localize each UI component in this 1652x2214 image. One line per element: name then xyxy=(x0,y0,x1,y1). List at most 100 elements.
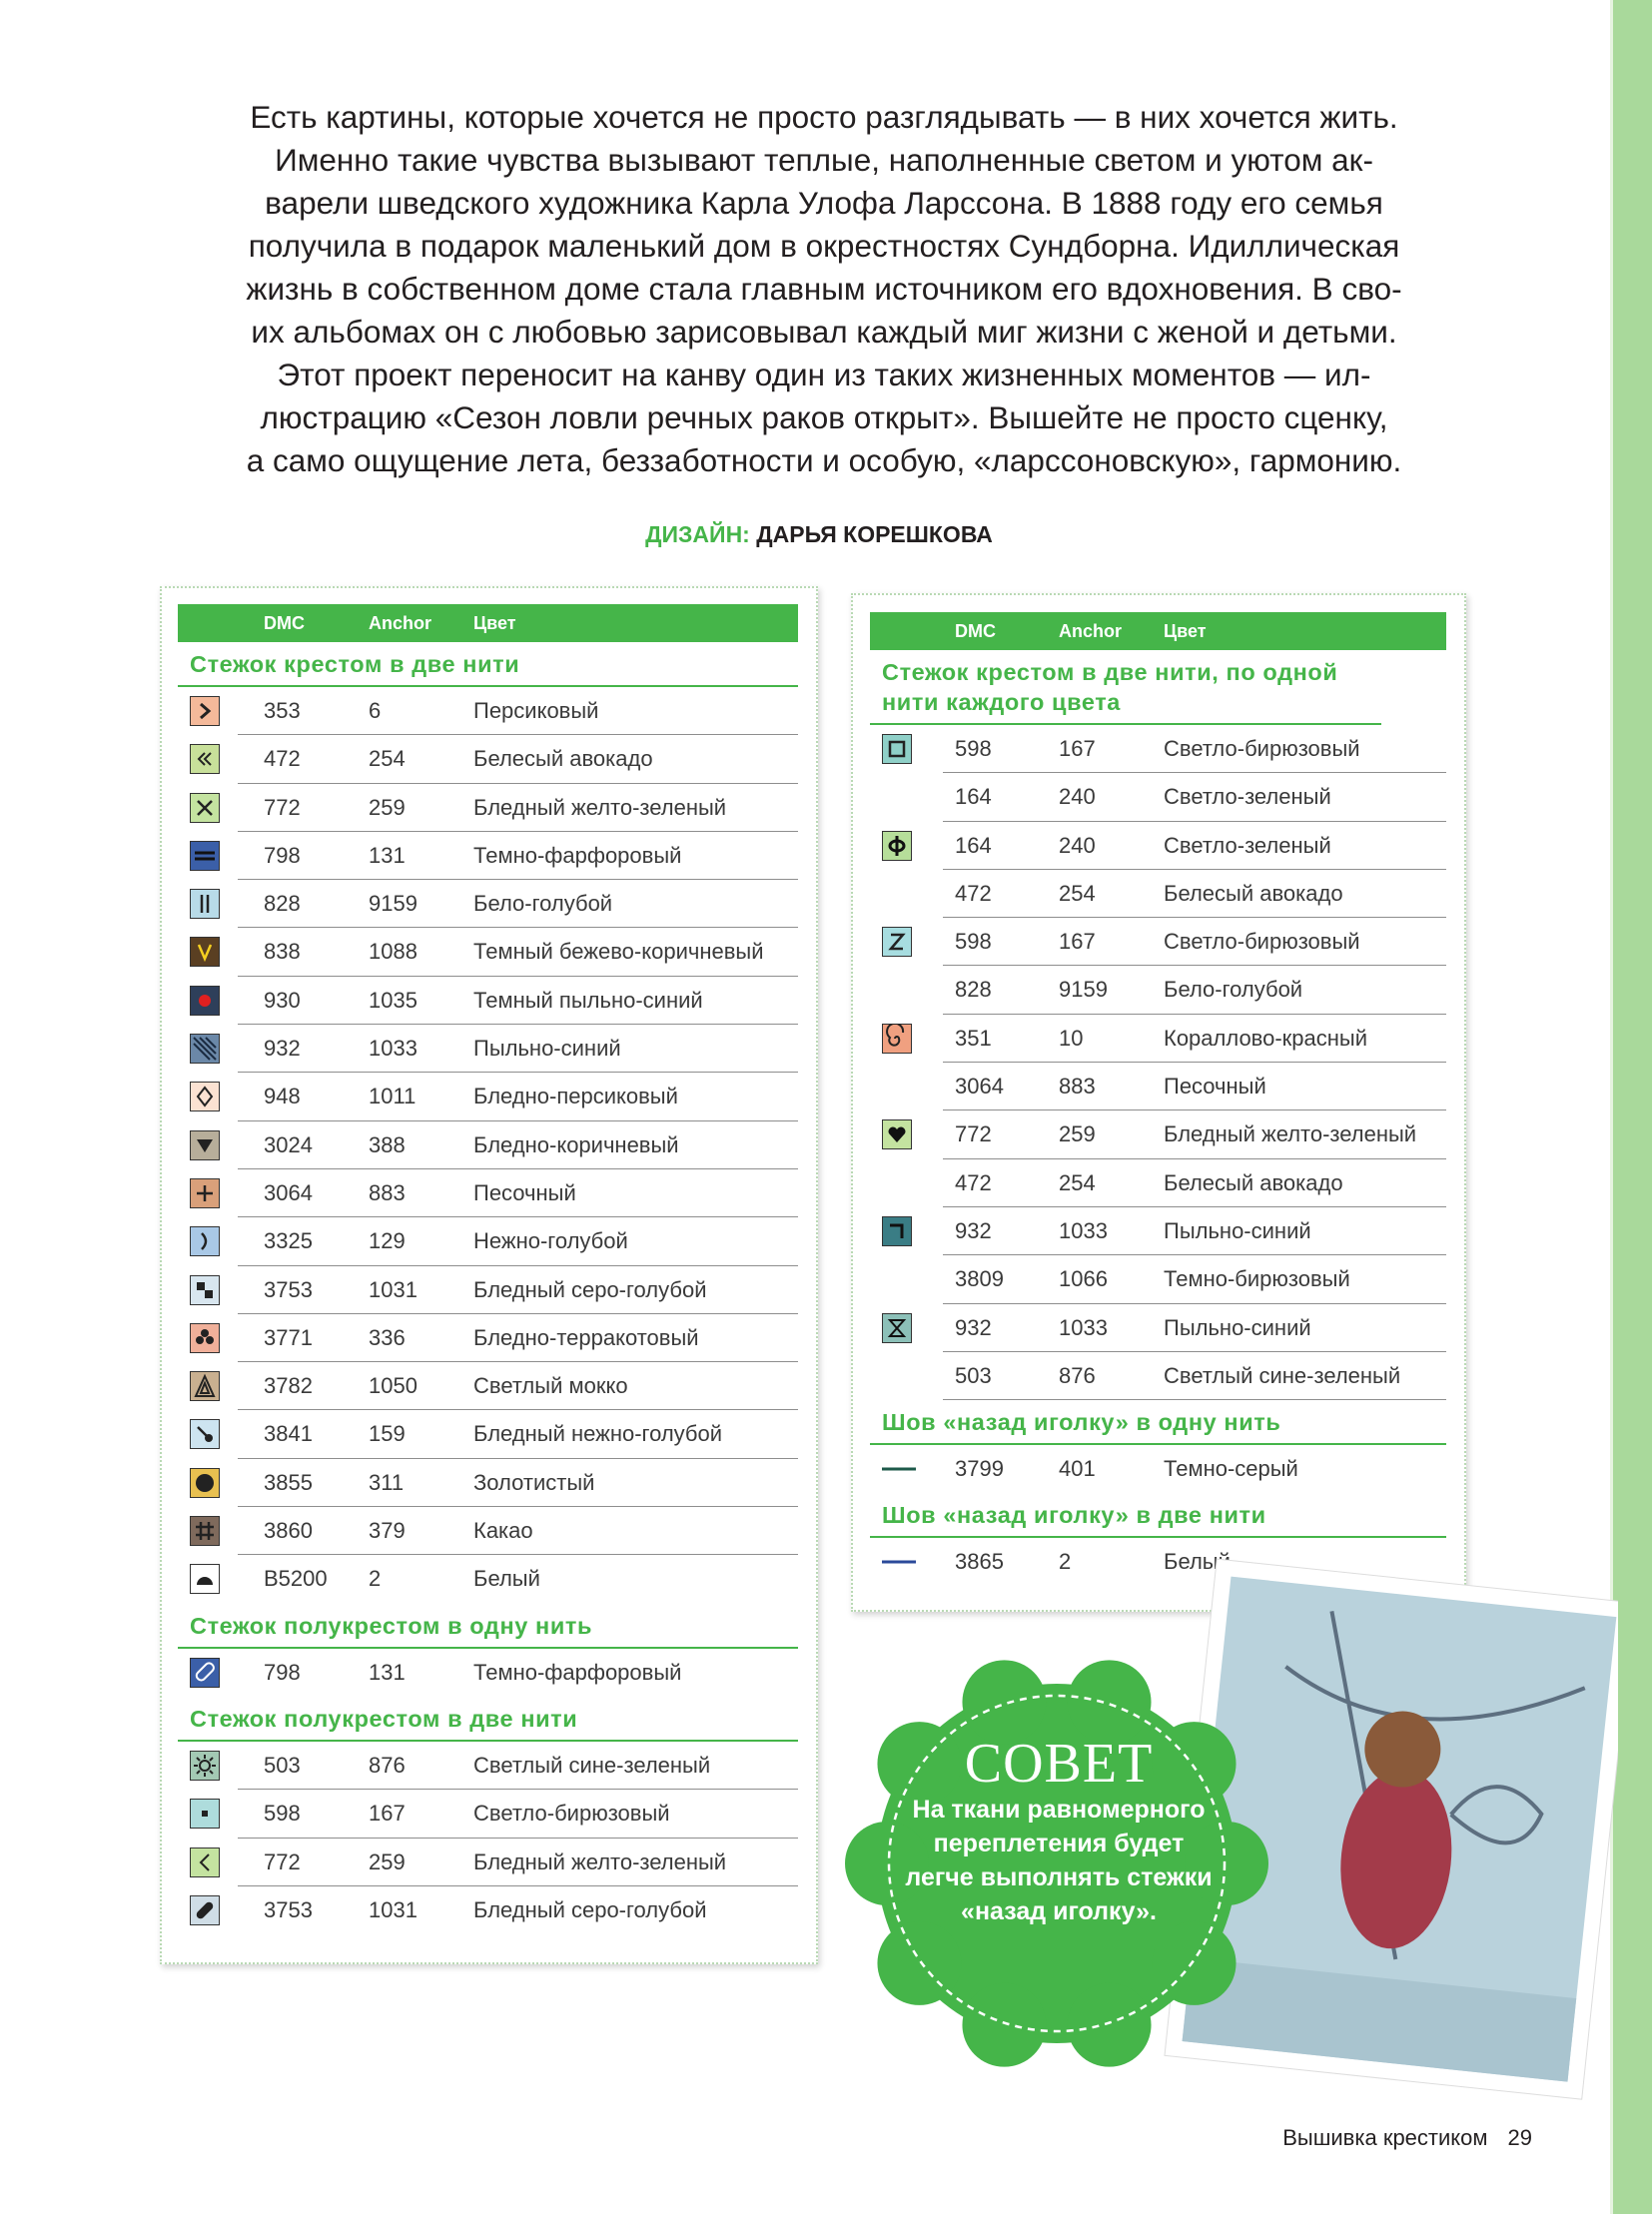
row-rule xyxy=(238,830,798,832)
table-cell: 472 xyxy=(955,880,992,906)
header-cell: Anchor xyxy=(1059,621,1122,641)
table-cell: 828 xyxy=(955,977,992,1003)
row-rule xyxy=(238,1361,798,1363)
table-cell: 883 xyxy=(369,1179,406,1205)
header-cell: DMC xyxy=(264,613,305,633)
row-rule xyxy=(943,820,1446,822)
table-row: 3753 1031 Бледный серо-голубой xyxy=(178,1886,798,1934)
row-rule xyxy=(238,1024,798,1026)
table-cell: 254 xyxy=(1059,1169,1096,1195)
symbol-icon xyxy=(190,985,220,1016)
symbol-icon xyxy=(190,1226,220,1257)
table-row: 3799 401 Темно-серый xyxy=(870,1445,1446,1493)
intro-text: Есть картины, которые хочется не просто … xyxy=(160,96,1488,482)
table-cell: 876 xyxy=(1059,1362,1096,1388)
table-cell: Светло-бирюзовый xyxy=(1164,929,1360,955)
table-cell: 932 xyxy=(264,1036,301,1062)
table-row: 772 259 Бледный желто-зеленый xyxy=(870,1110,1446,1159)
section-title: Шов «назад иголку» в две нити xyxy=(870,1493,1446,1539)
row-rule xyxy=(943,1062,1446,1064)
row-rule xyxy=(238,1409,798,1411)
table-row: 598 167 Светло-бирюзовый xyxy=(178,1790,798,1839)
table-cell: Песочный xyxy=(473,1179,576,1205)
table-cell: 2 xyxy=(369,1566,382,1592)
table-cell: Белесый авокадо xyxy=(1164,880,1343,906)
table-row: 930 1035 Темный пыльно-синий xyxy=(178,977,798,1026)
table-cell: 401 xyxy=(1059,1456,1096,1482)
table-row: 472 254 Белесый авокадо xyxy=(178,735,798,784)
table-cell: 2 xyxy=(1059,1549,1072,1575)
row-rule xyxy=(943,917,1446,919)
row-rule xyxy=(238,1167,798,1169)
symbol-icon xyxy=(882,1215,912,1246)
row-rule xyxy=(238,975,798,977)
table-cell: 772 xyxy=(955,1121,992,1147)
table-row: 598 167 Светло-бирюзовый xyxy=(870,725,1446,774)
row-rule xyxy=(943,1013,1446,1015)
table-cell: 1031 xyxy=(369,1276,417,1302)
table-cell: 876 xyxy=(369,1752,406,1778)
row-rule xyxy=(238,1789,798,1791)
intro-line: Есть картины, которые хочется не просто … xyxy=(250,99,1398,135)
table-cell: 772 xyxy=(264,794,301,820)
table-row: 164 240 Светло-зеленый xyxy=(870,773,1446,822)
row-rule xyxy=(943,1157,1446,1159)
table-cell: Бело-голубой xyxy=(473,891,613,917)
intro-line: жизнь в собственном доме стала главным и… xyxy=(246,271,1402,307)
row-rule xyxy=(238,927,798,929)
table-row: 3841 159 Бледный нежно-голубой xyxy=(178,1410,798,1459)
table-row: 772 259 Бледный желто-зеленый xyxy=(178,784,798,832)
row-rule xyxy=(238,1264,798,1266)
table-cell: 129 xyxy=(369,1228,406,1254)
table-cell: Бледно-персиковый xyxy=(473,1084,678,1109)
table-cell: 828 xyxy=(264,891,301,917)
table-cell: 1033 xyxy=(1059,1217,1108,1243)
table-cell: 883 xyxy=(1059,1074,1096,1100)
table-row: 351 10 Кораллово-красный xyxy=(870,1015,1446,1064)
page-number: 29 xyxy=(1507,2125,1532,2150)
table-row: 828 9159 Бело-голубой xyxy=(870,966,1446,1015)
row-rule xyxy=(238,1457,798,1459)
table-cell: 259 xyxy=(1059,1121,1096,1147)
table-row: 3771 336 Бледно-терракотовый xyxy=(178,1314,798,1363)
table-cell: Кораллово-красный xyxy=(1164,1025,1368,1051)
table-cell: Белесый авокадо xyxy=(1164,1169,1343,1195)
symbol-icon xyxy=(190,1467,220,1498)
table-cell: 167 xyxy=(369,1801,406,1827)
table-cell: Нежно-голубой xyxy=(473,1228,628,1254)
table-row: 503 876 Светлый сине-зеленый xyxy=(178,1742,798,1791)
table-cell: Золотистый xyxy=(473,1469,595,1495)
table-cell: 472 xyxy=(264,746,301,772)
symbol-icon xyxy=(190,937,220,968)
table-cell: 3809 xyxy=(955,1266,1004,1292)
right-card xyxy=(851,593,1466,1612)
table-cell: Бледный серо-голубой xyxy=(473,1896,707,1922)
footer-section: Вышивка крестиком xyxy=(1282,2125,1488,2150)
table-cell: 472 xyxy=(955,1169,992,1195)
table-cell: 159 xyxy=(369,1421,406,1447)
section-title: Стежок полукрестом в две нити xyxy=(178,1697,798,1742)
symbol-icon xyxy=(882,927,912,958)
table-cell: 503 xyxy=(955,1362,992,1388)
symbol-icon xyxy=(190,696,220,726)
table-cell: 3799 xyxy=(955,1456,1004,1482)
design-credit: ДИЗАЙН: ДАРЬЯ КОРЕШКОВА xyxy=(0,521,1638,548)
designer-name: ДАРЬЯ КОРЕШКОВА xyxy=(756,521,993,547)
table-cell: Пыльно-синий xyxy=(1164,1314,1311,1340)
table-row: 932 1033 Пыльно-синий xyxy=(870,1207,1446,1256)
table-cell: 948 xyxy=(264,1084,301,1109)
table-row: B5200 2 Белый xyxy=(178,1555,798,1603)
table-cell: Бледный серо-голубой xyxy=(473,1276,707,1302)
side-stripe xyxy=(1610,0,1652,2214)
symbol-icon xyxy=(190,1419,220,1450)
symbol-icon xyxy=(882,1119,912,1150)
table-cell: Белый xyxy=(473,1566,540,1592)
intro-line: варели шведского художника Карла Улофа Л… xyxy=(265,185,1383,221)
table-cell: Светло-бирюзовый xyxy=(1164,736,1360,761)
row-rule xyxy=(238,1119,798,1121)
symbol-icon xyxy=(882,1454,916,1484)
table-cell: Светлый сине-зеленый xyxy=(473,1752,711,1778)
table-cell: 164 xyxy=(955,832,992,858)
tip-badge xyxy=(845,1660,1268,2067)
